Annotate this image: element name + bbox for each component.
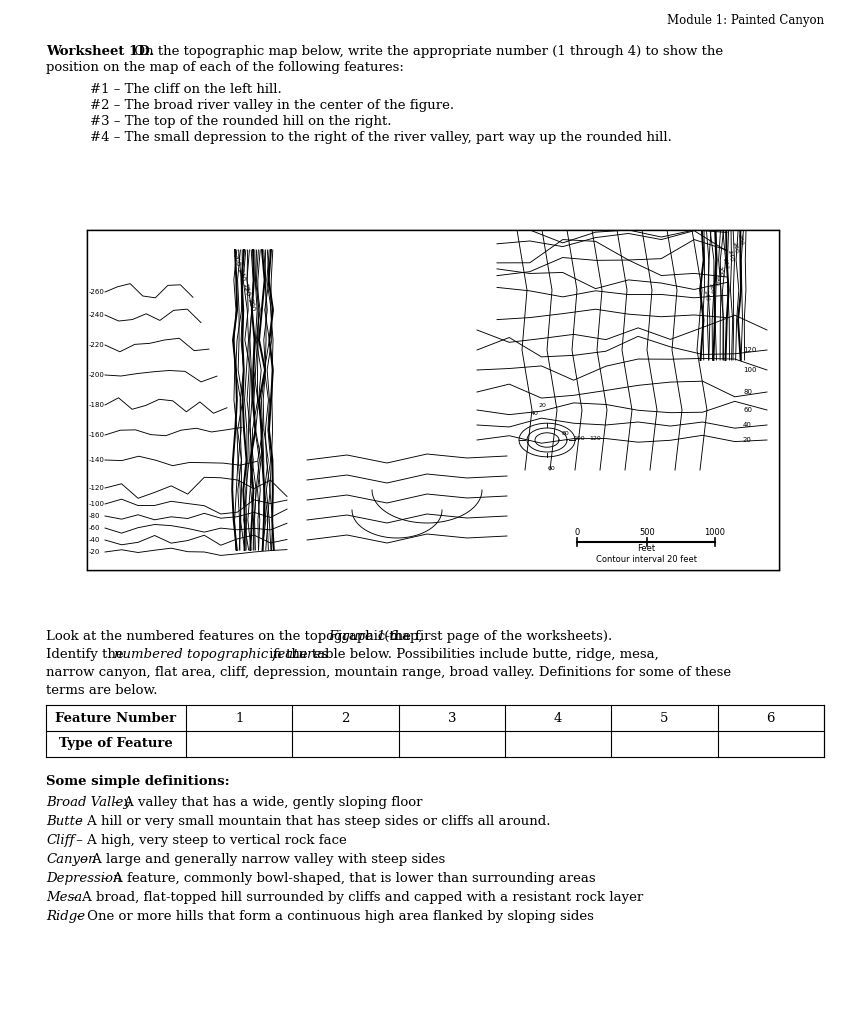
Text: 5: 5 (661, 712, 668, 725)
Text: Type of Feature: Type of Feature (59, 737, 173, 751)
Text: 220: 220 (242, 283, 251, 297)
Text: Module 1: Painted Canyon: Module 1: Painted Canyon (667, 14, 824, 27)
Text: -220: -220 (89, 342, 105, 348)
Text: Canyon: Canyon (46, 853, 96, 866)
Text: 100: 100 (573, 436, 585, 441)
Text: in the table below. Possibilities include butte, ridge, mesa,: in the table below. Possibilities includ… (266, 648, 659, 662)
Text: Contour interval 20 feet: Contour interval 20 feet (595, 555, 696, 564)
Text: – A large and generally narrow valley with steep sides: – A large and generally narrow valley wi… (77, 853, 445, 866)
Text: 140: 140 (702, 290, 709, 302)
Text: -260: -260 (89, 289, 105, 295)
Text: 180: 180 (712, 273, 719, 286)
Text: 200: 200 (717, 266, 724, 279)
Text: -60: -60 (89, 525, 101, 531)
Text: 240: 240 (727, 250, 734, 262)
Text: 120: 120 (743, 347, 756, 353)
Text: 6: 6 (766, 712, 775, 725)
Text: Look at the numbered features on the topographic map,: Look at the numbered features on the top… (46, 630, 427, 643)
Text: -200: -200 (89, 372, 105, 378)
Text: – A broad, flat-topped hill surrounded by cliffs and capped with a resistant roc: – A broad, flat-topped hill surrounded b… (67, 891, 643, 904)
Text: narrow canyon, flat area, cliff, depression, mountain range, broad valley. Defin: narrow canyon, flat area, cliff, depress… (46, 666, 731, 679)
Text: -140: -140 (89, 457, 105, 463)
Text: -180: -180 (89, 402, 105, 408)
Text: Ridge: Ridge (46, 910, 85, 923)
Text: 260: 260 (732, 242, 739, 254)
Text: -80: -80 (89, 513, 101, 519)
Text: 200: 200 (247, 298, 256, 312)
Text: -240: -240 (89, 312, 105, 318)
Text: #2 – The broad river valley in the center of the figure.: #2 – The broad river valley in the cente… (90, 99, 454, 112)
Text: Worksheet 1D.: Worksheet 1D. (46, 45, 154, 58)
Text: 60: 60 (548, 466, 556, 471)
Text: Feet: Feet (637, 544, 655, 553)
Text: Cliff: Cliff (46, 834, 75, 847)
Text: 40: 40 (743, 422, 752, 428)
Text: 160: 160 (707, 282, 714, 294)
Text: 280: 280 (737, 233, 744, 246)
Text: numbered topographic features: numbered topographic features (114, 648, 328, 662)
Text: Broad Valley: Broad Valley (46, 796, 131, 809)
Text: – A valley that has a wide, gently sloping floor: – A valley that has a wide, gently slopi… (108, 796, 422, 809)
Text: 2: 2 (341, 712, 350, 725)
Text: #4 – The small depression to the right of the river valley, part way up the roun: #4 – The small depression to the right o… (90, 131, 672, 144)
Text: #3 – The top of the rounded hill on the right.: #3 – The top of the rounded hill on the … (90, 115, 391, 128)
Text: 260: 260 (232, 253, 241, 267)
Text: 60: 60 (743, 407, 752, 413)
Text: -160: -160 (89, 432, 105, 438)
Text: – A high, very steep to vertical rock face: – A high, very steep to vertical rock fa… (72, 834, 347, 847)
Text: 1: 1 (235, 712, 243, 725)
Text: 4: 4 (554, 712, 562, 725)
Text: terms are below.: terms are below. (46, 684, 157, 697)
Text: – A feature, commonly bowl-shaped, that is lower than surrounding areas: – A feature, commonly bowl-shaped, that … (98, 872, 595, 885)
Text: 220: 220 (722, 258, 729, 270)
Text: 80: 80 (561, 431, 569, 436)
Text: Feature Number: Feature Number (56, 712, 176, 725)
Text: Figure 1-6: Figure 1-6 (328, 630, 398, 643)
Text: Butte: Butte (46, 815, 82, 828)
Text: -20: -20 (89, 549, 101, 555)
Text: – A hill or very small mountain that has steep sides or cliffs all around.: – A hill or very small mountain that has… (72, 815, 550, 828)
Text: 500: 500 (639, 528, 654, 537)
Text: -40: -40 (89, 537, 101, 543)
Text: On the topographic map below, write the appropriate number (1 through 4) to show: On the topographic map below, write the … (130, 45, 723, 58)
Text: 20: 20 (538, 403, 546, 408)
Text: 120: 120 (589, 436, 601, 441)
Text: Identify the: Identify the (46, 648, 128, 662)
Text: -100: -100 (89, 501, 105, 507)
Text: #1 – The cliff on the left hill.: #1 – The cliff on the left hill. (90, 83, 282, 96)
Text: Mesa: Mesa (46, 891, 82, 904)
Text: (the first page of the worksheets).: (the first page of the worksheets). (380, 630, 613, 643)
Text: 240: 240 (237, 268, 247, 283)
Text: -120: -120 (89, 485, 105, 490)
Text: 3: 3 (448, 712, 456, 725)
Text: 20: 20 (743, 437, 752, 443)
Bar (87, 230, 779, 570)
Text: 40: 40 (531, 411, 539, 416)
Text: 100: 100 (743, 367, 757, 373)
Text: Depression: Depression (46, 872, 122, 885)
Text: Some simple definitions:: Some simple definitions: (46, 775, 230, 788)
Text: 1000: 1000 (705, 528, 726, 537)
Text: 80: 80 (743, 389, 752, 395)
Text: – One or more hills that form a continuous high area flanked by sloping sides: – One or more hills that form a continuo… (72, 910, 594, 923)
Text: position on the map of each of the following features:: position on the map of each of the follo… (46, 61, 404, 74)
Text: 0: 0 (575, 528, 580, 537)
